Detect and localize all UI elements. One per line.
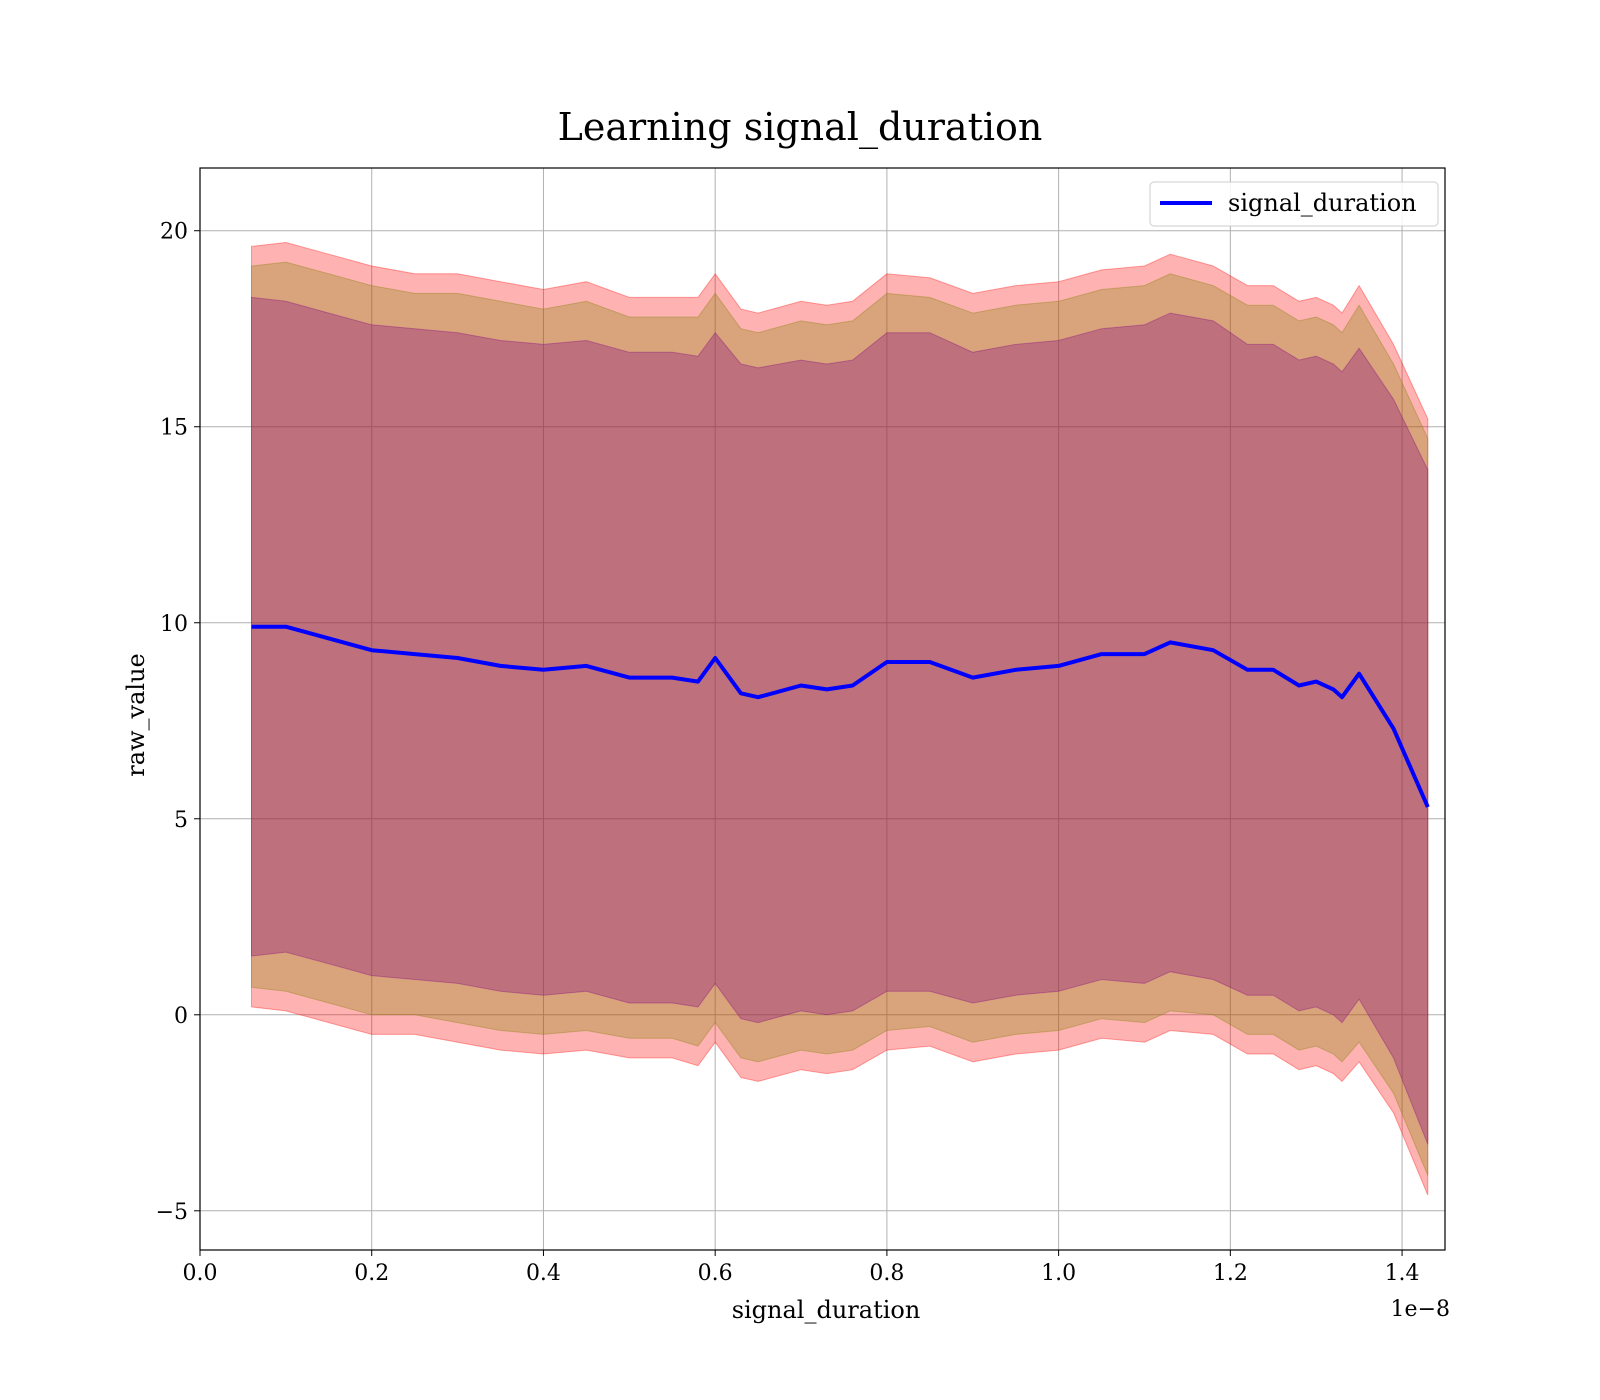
x-tick-label: 0.4: [526, 1261, 561, 1286]
y-axis-label: raw_value: [122, 653, 150, 777]
grid: [199, 168, 1445, 1250]
plot-frame: [199, 167, 1446, 1251]
x-tick-label: 0.8: [869, 1261, 904, 1286]
series-line-signal-duration: [251, 624, 1430, 808]
x-tick-label: 0.6: [698, 1261, 733, 1286]
y-tick-label: 5: [174, 808, 188, 833]
x-tick-label: 0.0: [183, 1261, 218, 1286]
x-tick-label: 1.2: [1213, 1261, 1248, 1286]
x-tick-label: 1.4: [1385, 1261, 1420, 1286]
axis-ticks: 0.0 0.2 0.4 0.6 0.8 1.0 1.2 1.4 −5 0 5 10 15 20: [156, 220, 1420, 1286]
y-tick-label: 0: [174, 1004, 188, 1029]
legend-label-signal-duration: signal_duration: [1228, 189, 1417, 217]
x-tick-label: 1.0: [1041, 1261, 1076, 1286]
x-axis-offset-text: 1e−8: [1391, 1297, 1450, 1322]
y-tick-label: −5: [156, 1200, 188, 1225]
band-band-inner: [251, 296, 1429, 1145]
chart-title: Learning signal_duration: [558, 105, 1043, 150]
band-band-outer: [251, 241, 1429, 1196]
y-tick-label: 10: [160, 612, 188, 637]
band-band-middle: [251, 261, 1429, 1176]
y-tick-label: 20: [160, 220, 188, 245]
legend: signal_duration: [1149, 181, 1439, 227]
confidence-bands: [251, 241, 1429, 1196]
series-lines: [251, 624, 1430, 808]
x-axis-label: signal_duration: [732, 1296, 921, 1324]
legend-box: [1149, 181, 1439, 227]
x-tick-label: 0.2: [354, 1261, 389, 1286]
y-tick-label: 15: [160, 416, 188, 441]
